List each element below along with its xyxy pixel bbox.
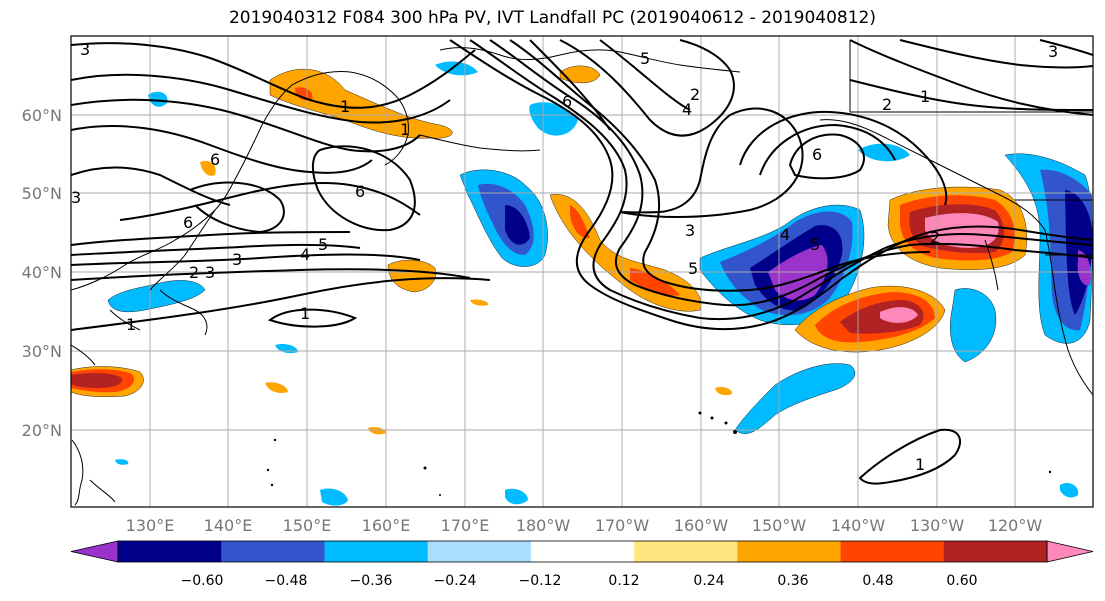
- contour-labels: 3 1 6 5 6 1 6 3 5 4 3 2 1 3 2 1 5 6 4 2 …: [71, 40, 1058, 474]
- contour-label: 6: [355, 182, 365, 201]
- lat-label-60n: 60°N: [22, 106, 62, 125]
- contour-label: 3: [205, 263, 215, 282]
- lon-label: 170°E: [441, 516, 490, 535]
- latitude-labels: 60°N 50°N 40°N 30°N 20°N: [22, 106, 62, 440]
- lon-label: 130°W: [910, 516, 965, 535]
- lat-label-20n: 20°N: [22, 421, 62, 440]
- contour-label: 6: [210, 150, 220, 169]
- contour-label: 3: [80, 40, 90, 59]
- contour-label: 3: [232, 250, 242, 269]
- coastlines: [71, 40, 1093, 506]
- lon-label: 120°W: [988, 516, 1043, 535]
- contour-label: 4: [682, 100, 692, 119]
- colorbar-segment: [530, 541, 635, 562]
- lon-label: 180°W: [516, 516, 571, 535]
- colorbar-segment: [118, 541, 222, 562]
- contour-label: 5: [318, 235, 328, 254]
- contour-label: 2: [930, 228, 940, 247]
- contour-label: 3: [685, 221, 695, 240]
- lon-label: 160°W: [674, 516, 729, 535]
- colorbar-extend-high: [1046, 540, 1094, 563]
- contour-label: 6: [183, 213, 193, 232]
- anomaly-shading: [71, 61, 1093, 506]
- contour-label: 1: [340, 97, 350, 116]
- pv-contours: [71, 39, 1093, 485]
- colorbar-segment: [840, 541, 945, 562]
- lon-label: 130°E: [126, 516, 175, 535]
- contour-label: 4: [300, 245, 310, 264]
- contour-label: 1: [126, 315, 136, 334]
- colorbar-segment: [324, 541, 429, 562]
- contour-label: 3: [1048, 42, 1058, 61]
- colorbar-tick-label: −0.48: [265, 573, 308, 589]
- lon-label: 160°E: [362, 516, 411, 535]
- colorbar-segment: [221, 541, 325, 562]
- contour-label: 5: [810, 235, 820, 254]
- longitude-labels: 130°E 140°E 150°E 160°E 170°E 180°W 170°…: [126, 516, 1043, 535]
- contour-label: 4: [780, 225, 790, 244]
- map-frame: [70, 35, 1094, 508]
- islands: [266, 411, 1052, 496]
- lon-label: 140°E: [204, 516, 253, 535]
- colorbar-tick-label: −0.36: [350, 573, 393, 589]
- lat-label-30n: 30°N: [22, 342, 62, 361]
- colorbar-ticks: −0.60 −0.48 −0.36 −0.24 −0.12 0.12 0.24 …: [181, 573, 978, 589]
- colorbar-tick-label: −0.12: [519, 573, 562, 589]
- lat-label-40n: 40°N: [22, 263, 62, 282]
- colorbar-tick-label: 0.12: [608, 573, 639, 589]
- colorbar-segment: [427, 541, 532, 562]
- colorbar-segment: [943, 541, 1048, 562]
- contour-label: 6: [562, 92, 572, 111]
- colorbar-tick-label: 0.36: [777, 573, 808, 589]
- contour-label: 1: [915, 455, 925, 474]
- map-title: 2019040312 F084 300 hPa PV, IVT Landfall…: [228, 8, 876, 28]
- contour-label: 2: [189, 263, 199, 282]
- colorbar-extend-low: [70, 540, 119, 563]
- colorbar-tick-label: 0.48: [862, 573, 893, 589]
- lon-label: 140°W: [831, 516, 886, 535]
- colorbar-tick-label: −0.24: [434, 573, 477, 589]
- colorbar-segment: [634, 541, 738, 562]
- colorbar-segment: [737, 541, 842, 562]
- graticule: [71, 36, 1093, 507]
- colorbar-frame: [117, 540, 1048, 563]
- contour-label: 6: [812, 145, 822, 164]
- lon-label: 150°W: [752, 516, 807, 535]
- contour-label: 2: [690, 85, 700, 104]
- positive-anomaly-okhotsk: [269, 68, 453, 139]
- colorbar-tick-label: 0.24: [693, 573, 724, 589]
- contour-label: 2: [882, 95, 892, 114]
- contour-label: 1: [920, 87, 930, 106]
- lat-label-50n: 50°N: [22, 184, 62, 203]
- colorbar-tick-label: −0.60: [181, 573, 224, 589]
- lon-label: 150°E: [283, 516, 332, 535]
- contour-label: 5: [640, 49, 650, 68]
- contour-label: 3: [71, 188, 81, 207]
- contour-label: 1: [400, 120, 410, 139]
- contour-label: 5: [688, 259, 698, 278]
- colorbar: [70, 540, 1094, 563]
- lon-label: 170°W: [595, 516, 650, 535]
- colorbar-tick-label: 0.60: [946, 573, 977, 589]
- contour-label: 1: [300, 304, 310, 323]
